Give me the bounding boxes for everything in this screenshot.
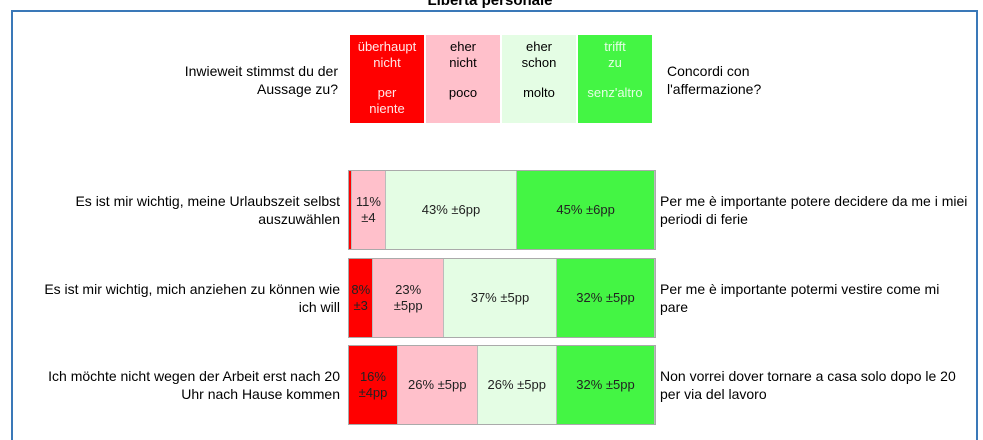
legend-label: eher nicht — [449, 39, 477, 70]
legend-label: trifft zu — [604, 39, 626, 70]
bar-row: 8% ±3 23% ±5pp 37% ±5pp 32% ±5pp — [348, 258, 656, 338]
bar-row: 11% ±4 43% ±6pp 45% ±6pp — [348, 170, 656, 250]
bar-segment: 45% ±6pp — [517, 171, 655, 249]
legend-item: überhaupt nicht per niente — [350, 35, 424, 123]
question: Inwieweit stimmst du der Aussage zu? — [184, 63, 338, 97]
value-label: 11% ±4 — [355, 194, 381, 225]
bar-segment: 23% ±5pp — [373, 259, 444, 337]
legend-label: überhaupt nicht — [357, 39, 417, 70]
frame — [11, 10, 978, 440]
legend-label-it: molto — [523, 85, 555, 100]
bar-segment — [349, 171, 353, 249]
value-label: 45% ±6pp — [556, 202, 615, 217]
legend-item: eher schon molto — [502, 35, 576, 123]
category-label-it: Per me è importante potere decidere da m… — [660, 193, 968, 227]
page: Libertà personale Inwieweit stimmst du d… — [11, 0, 978, 440]
bar-segment: 37% ±5pp — [443, 259, 558, 337]
category-label: Es ist mir wichtig, mich anziehen zu kön… — [44, 281, 340, 315]
legend-label-it: per niente — [369, 85, 405, 116]
category-label-it: Per me è importante potermi vestire come… — [660, 281, 940, 315]
value-label: 32% ±5pp — [576, 290, 635, 305]
question-it: Concordi con l'affermazione? — [667, 63, 762, 97]
category-label-it: Non vorrei dover tornare a casa solo dop… — [660, 368, 956, 402]
value-label: 37% ±5pp — [470, 290, 530, 305]
value-label: 23% ±5pp — [393, 282, 423, 313]
bar-segment: 43% ±6pp — [385, 171, 518, 249]
bar-segment: 11% ±4 — [352, 171, 386, 249]
value-label: 43% ±6pp — [421, 202, 481, 217]
legend-label: eher schon — [521, 39, 557, 70]
value-label: 26% ±5pp — [487, 377, 546, 392]
legend-label-it: poco — [448, 85, 478, 100]
bar-segment: 26% ±5pp — [477, 346, 558, 424]
value-label: 32% ±5pp — [576, 377, 635, 392]
bar-segment: 16% ±4pp — [349, 346, 398, 424]
bar-row: 16% ±4pp 26% ±5pp 26% ±5pp 32% ±5pp — [348, 345, 656, 425]
legend-label-it: senz'altro — [587, 85, 643, 100]
bar-segment: 8% ±3 — [349, 259, 374, 337]
chart-title: Libertà personale — [400, 0, 580, 9]
bar-segment: 26% ±5pp — [397, 346, 478, 424]
category-label: Ich möchte nicht wegen der Arbeit erst n… — [48, 368, 340, 402]
category-label: Es ist mir wichtig, meine Urlaubszeit se… — [75, 193, 340, 227]
value-label: 16% ±4pp — [358, 369, 388, 400]
bar-segment: 32% ±5pp — [557, 346, 655, 424]
bar-segment: 32% ±5pp — [557, 259, 655, 337]
legend-item: trifft zu senz'altro — [578, 35, 652, 123]
legend-item: eher nicht poco — [426, 35, 500, 123]
value-label: 26% ±5pp — [407, 377, 467, 392]
value-label: 8% ±3 — [351, 282, 371, 313]
